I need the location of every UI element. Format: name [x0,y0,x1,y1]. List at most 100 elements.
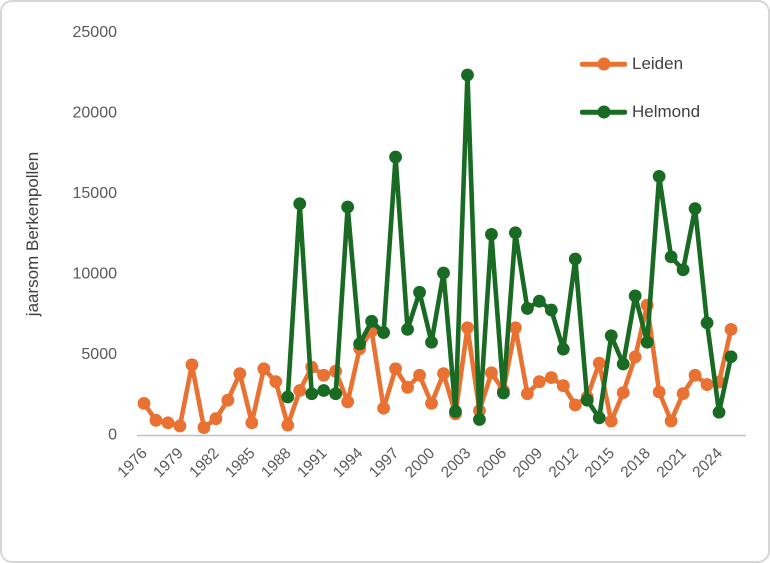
leiden-point [592,356,606,370]
helmond-point [497,386,510,400]
leiden-line-marker-icon [580,57,627,71]
x-tick-label: 1982 [186,445,222,481]
x-tick-label: 2021 [654,445,690,481]
x-tick-label: 1997 [366,445,402,481]
helmond-point [652,170,666,183]
helmond-point [520,302,534,315]
leiden-point [257,362,271,376]
y-axis-title: jaarsom Berkenpollen [23,151,42,317]
leiden-point [485,366,498,380]
x-tick-label: 2024 [689,445,726,482]
leiden-point [197,421,211,434]
helmond-point [425,335,438,349]
leiden-point [389,362,402,376]
helmond-point [676,263,690,277]
leiden-point [173,419,187,433]
x-tick-label: 2003 [438,445,474,481]
helmond-point [437,266,450,280]
legend-label-helmond: Helmond [632,102,701,121]
leiden-point [341,395,355,409]
helmond-point [628,289,642,303]
helmond-point [461,68,474,82]
y-tick-label: 25000 [73,24,118,41]
leiden-point [137,397,151,410]
x-tick-label: 1985 [222,445,258,481]
leiden-point [317,368,331,382]
helmond-point [365,314,379,328]
leiden-point [413,368,426,382]
leiden-point [281,418,295,432]
helmond-point [485,227,498,241]
helmond-point [413,285,426,299]
leiden-point [425,397,438,410]
leiden-point [209,412,223,426]
helmond-point [616,357,630,371]
helmond-point [700,316,714,330]
y-tick-label: 5000 [81,346,117,363]
helmond-point [664,250,678,264]
leiden-point [221,393,235,407]
helmond-point [401,322,414,336]
leiden-point [245,416,259,430]
leiden-point [664,414,678,428]
leiden-point [520,387,534,401]
y-tick-label: 15000 [73,185,118,202]
leiden-point [437,367,450,381]
x-tick-label: 2009 [510,445,546,481]
helmond-point [305,387,319,401]
helmond-point [712,405,726,419]
leiden-point [688,368,702,382]
helmond-point [724,350,738,364]
helmond-point [341,200,355,214]
helmond-point [592,411,606,425]
leiden-point [676,387,690,400]
leiden-point [700,378,714,391]
leiden-point [377,401,390,415]
legend-label-leiden: Leiden [632,54,684,73]
leiden-point [185,358,199,372]
x-tick-label: 2018 [618,445,654,481]
leiden-point [149,413,163,427]
leiden-point [724,322,738,336]
leiden-point [161,416,175,430]
helmond-point [640,335,654,349]
leiden-point [293,384,307,397]
x-tick-label: 2012 [546,445,582,481]
y-tick-label: 10000 [73,266,118,283]
leiden-point [401,380,414,394]
helmond-point [580,393,594,407]
helmond-point [389,150,402,164]
leiden-point [568,398,582,412]
leiden-point [269,375,283,389]
leiden-point [628,350,642,364]
legend-item-leiden: Leiden [580,40,700,88]
leiden-point [604,414,618,428]
helmond-point [317,384,331,397]
helmond-point [544,303,558,317]
x-tick-label: 1994 [330,445,367,482]
x-tick-label: 1976 [114,445,150,481]
helmond-point [293,197,307,211]
legend-item-helmond: Helmond [580,88,700,136]
helmond-point [473,413,486,426]
helmond-point [353,337,367,351]
x-tick-label: 2000 [402,445,439,482]
leiden-point [233,367,247,381]
leiden-point [616,386,630,400]
y-tick-label: 20000 [73,105,118,122]
helmond-point [568,252,582,266]
x-tick-label: 2015 [582,445,618,481]
y-tick-label: 0 [108,427,117,444]
helmond-point [329,387,343,401]
helmond-line-marker-icon [580,105,627,119]
helmond-point [377,326,390,339]
helmond-point [508,226,522,240]
helmond-point [556,342,570,356]
x-tick-label: 1991 [294,445,330,481]
helmond-point [688,202,702,216]
x-tick-label: 1988 [258,445,294,481]
helmond-point [449,405,462,418]
leiden-point [461,321,474,335]
